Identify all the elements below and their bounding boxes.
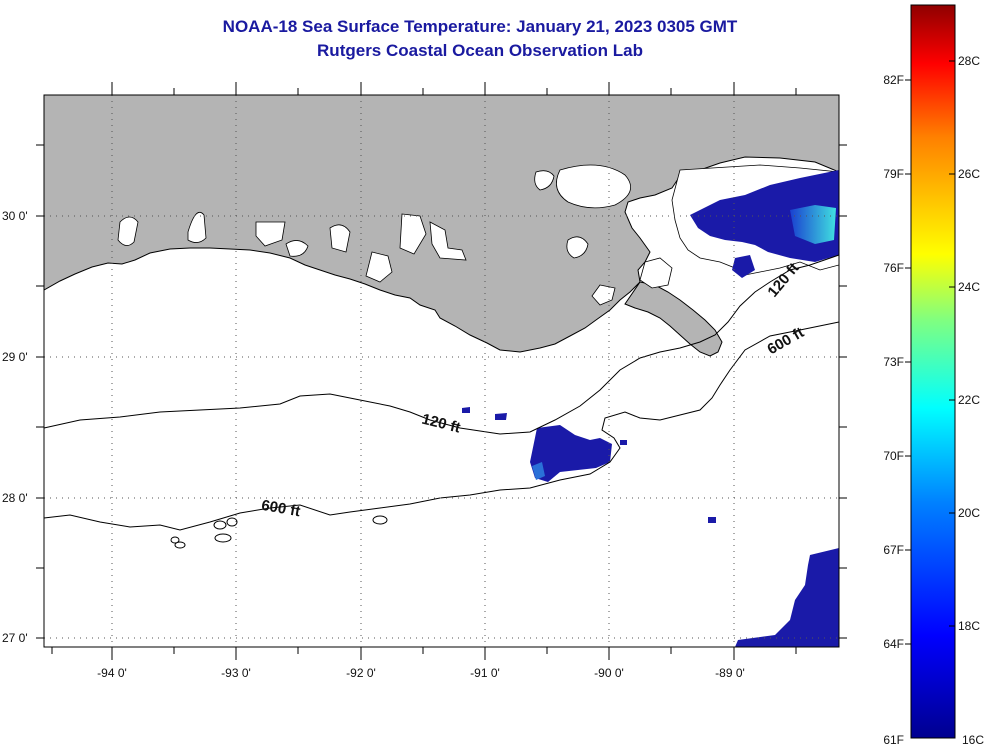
map-title: NOAA-18 Sea Surface Temperature: January… bbox=[222, 17, 738, 36]
colorbar-c-label: 26C bbox=[958, 167, 980, 181]
lat-label: 27 0' bbox=[2, 631, 28, 645]
lon-label: -93 0' bbox=[221, 666, 251, 680]
axis-ticks bbox=[36, 82, 847, 660]
lon-label: -94 0' bbox=[97, 666, 127, 680]
colorbar-c-label: 24C bbox=[958, 280, 980, 294]
lon-label: -90 0' bbox=[594, 666, 624, 680]
colorbar-c-label: 18C bbox=[958, 619, 980, 633]
lat-label: 29 0' bbox=[2, 350, 28, 364]
map-subtitle: Rutgers Coastal Ocean Observation Lab bbox=[317, 41, 643, 60]
colorbar-c-label: 22C bbox=[958, 393, 980, 407]
colorbar-f-label: 70F bbox=[883, 449, 904, 463]
colorbar-c-label: 20C bbox=[958, 506, 980, 520]
colorbar-f-label: 79F bbox=[883, 167, 904, 181]
lon-label: -89 0' bbox=[715, 666, 745, 680]
colorbar-f-label: 76F bbox=[883, 261, 904, 275]
lat-label: 30 0' bbox=[2, 209, 28, 223]
lat-label: 28 0' bbox=[2, 491, 28, 505]
bathymetry-contours bbox=[43, 254, 840, 549]
colorbar-f-label: 82F bbox=[883, 73, 904, 87]
color-bar bbox=[910, 4, 956, 739]
lon-label: -92 0' bbox=[346, 666, 376, 680]
colorbar-f-label: 64F bbox=[883, 637, 904, 651]
colorbar-f-label: 67F bbox=[883, 543, 904, 557]
colorbar-c-label: 16C bbox=[962, 733, 984, 747]
colorbar-c-label: 28C bbox=[958, 54, 980, 68]
colorbar-f-label: 61F bbox=[883, 733, 904, 747]
land-mass bbox=[43, 94, 840, 353]
contour-label-600ft: 600 ft bbox=[260, 497, 302, 521]
colorbar-ticks bbox=[905, 60, 955, 645]
graticule bbox=[44, 95, 839, 647]
colorbar-f-label: 73F bbox=[883, 355, 904, 369]
lon-label: -91 0' bbox=[470, 666, 500, 680]
delta-land bbox=[624, 281, 723, 357]
